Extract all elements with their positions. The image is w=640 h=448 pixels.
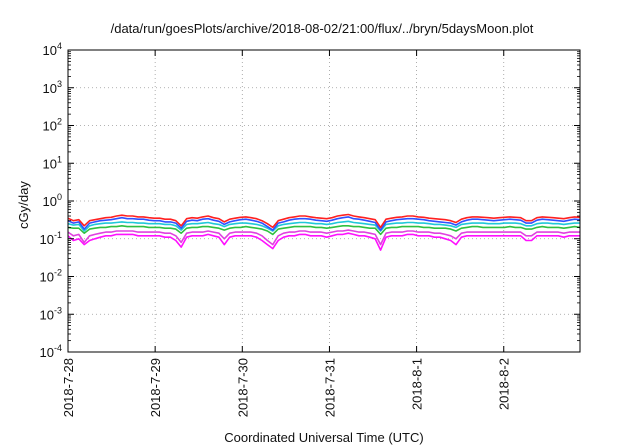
series-layer [67,213,581,251]
series-line [67,216,581,231]
y-tick-label: 10-2 [40,268,62,285]
x-tick-label: 2018-7-31 [322,358,337,417]
y-axis-label: cGy/day [16,181,31,229]
y-axis: 10-4 10-3 10-2 10-1 100 101 102 103 104 [40,41,580,360]
x-tick-label: 2018-7-28 [61,358,76,417]
grid-lines [67,50,580,352]
x-tick-label: 2018-7-30 [235,358,250,417]
y-tick-label: 103 [43,79,62,96]
x-axis: 2018-7-28 2018-7-29 2018-7-30 2018-7-31 2018… [61,50,512,417]
series-line [67,213,581,229]
y-tick-label: 10-4 [40,343,62,360]
y-tick-label: 101 [43,154,62,171]
series-line [67,220,580,232]
y-tick-label: 10-3 [40,305,62,322]
series-line [67,232,580,251]
y-tick-label: 102 [43,117,62,134]
x-axis-label: Coordinated Universal Time (UTC) [224,430,423,445]
series-line [67,229,580,246]
y-tick-label: 104 [43,41,62,58]
x-tick-label: 2018-8-1 [410,358,425,410]
series-line [67,225,581,236]
y-tick-label: 10-1 [40,230,62,247]
x-tick-label: 2018-8-2 [497,358,512,410]
x-tick-label: 2018-7-29 [148,358,163,417]
chart-title: /data/run/goesPlots/archive/2018-08-02/2… [111,21,534,36]
y-tick-label: 100 [43,192,62,209]
